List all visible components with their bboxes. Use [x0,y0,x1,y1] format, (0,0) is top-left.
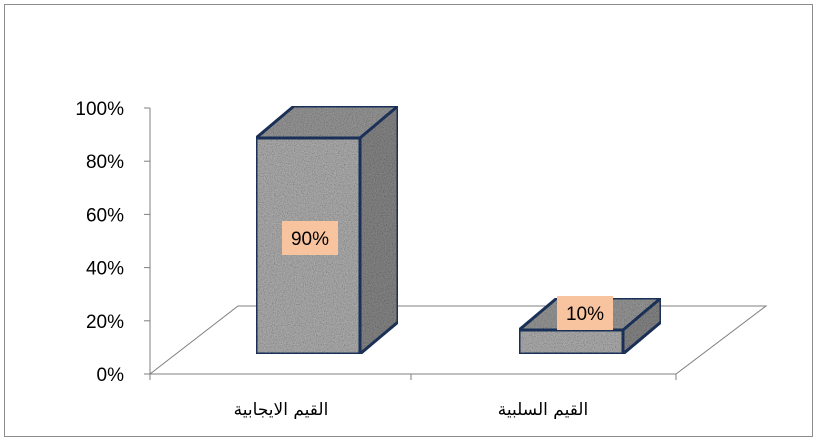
y-tick-label: 20% [86,312,124,333]
data-label-box [282,221,338,255]
data-label: 10% [566,304,604,325]
floor-plane [148,305,768,375]
y-tick-label: 40% [86,259,124,280]
y-tick-label: 80% [86,152,124,173]
bar-top-face [251,104,403,140]
data-label: 90% [291,229,329,250]
bar-front-face [517,328,625,356]
x-category-label: القيم الايجابية [234,400,329,420]
y-tick-label: 60% [86,205,124,226]
y-tick-label: 0% [97,365,125,386]
x-category-label: القيم السلبية [498,400,588,420]
y-tick-label: 100% [75,99,124,120]
chart-frame [4,4,813,437]
data-label-box [557,296,613,330]
bar-side-face [358,102,400,358]
